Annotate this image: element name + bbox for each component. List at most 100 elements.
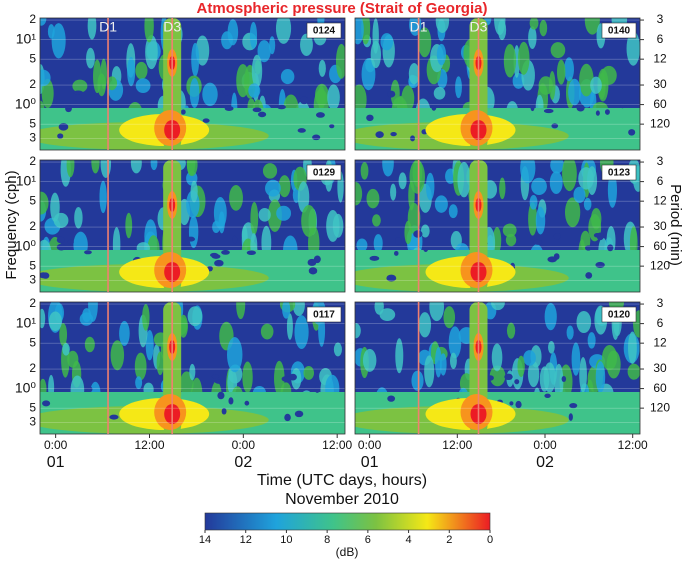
texture — [380, 33, 394, 51]
spectrogram — [40, 160, 345, 292]
texture — [361, 58, 376, 91]
y-tick-label: 3 — [29, 273, 36, 287]
texture — [187, 306, 203, 327]
spectrogram — [40, 18, 345, 150]
texture — [576, 310, 592, 334]
hole — [294, 410, 304, 418]
texture — [626, 31, 640, 66]
texture — [583, 197, 592, 211]
hole — [628, 129, 636, 136]
texture — [130, 160, 142, 174]
hole — [211, 374, 220, 379]
texture — [213, 197, 227, 229]
texture — [74, 207, 83, 229]
hole — [222, 87, 232, 96]
frame — [39, 17, 346, 151]
texture — [571, 342, 581, 376]
texture — [584, 18, 600, 35]
x-tick-label: 12:00 — [442, 438, 472, 452]
event-label: D3 — [163, 19, 181, 35]
hole — [56, 100, 64, 107]
texture — [278, 175, 291, 198]
texture — [556, 59, 566, 85]
texture — [142, 304, 150, 331]
texture — [191, 42, 200, 77]
texture — [591, 207, 602, 230]
texture — [87, 18, 97, 40]
texture — [332, 213, 344, 238]
panel-id-box — [306, 164, 342, 181]
y-tick-label: 10¹ — [16, 314, 37, 330]
hole — [515, 400, 522, 409]
texture — [502, 223, 517, 238]
texture — [360, 162, 369, 180]
hole — [232, 235, 238, 244]
panel-id: 0120 — [608, 310, 631, 321]
hole — [533, 239, 543, 245]
y-tick-label: 3 — [29, 131, 36, 145]
hole — [109, 414, 119, 420]
hole — [569, 403, 578, 409]
hole — [252, 107, 262, 113]
texture — [297, 181, 310, 213]
hole — [87, 386, 93, 393]
texture — [601, 344, 618, 371]
texture — [189, 363, 196, 381]
y2-tick-label: 3 — [657, 12, 664, 26]
y-tick-label: 5 — [29, 400, 36, 414]
texture — [439, 353, 447, 376]
y-tick-label: 10⁰ — [15, 95, 37, 111]
colorbar-tick-label: 14 — [199, 534, 211, 546]
hole — [40, 272, 48, 279]
hole — [551, 123, 559, 129]
spectrogram — [355, 160, 640, 292]
colorbar-tick-label: 10 — [280, 534, 292, 546]
texture — [72, 79, 88, 93]
hole — [387, 395, 396, 402]
texture — [355, 84, 367, 115]
texture — [294, 315, 309, 350]
colorbar-tick-label: 2 — [446, 534, 452, 546]
texture — [100, 160, 112, 178]
texture — [523, 350, 536, 366]
hole — [56, 243, 66, 251]
texture — [265, 179, 281, 197]
texture — [315, 83, 329, 107]
texture — [257, 40, 271, 63]
texture — [562, 160, 577, 192]
hole — [300, 96, 309, 105]
y-tick-label: 5 — [29, 193, 36, 207]
texture — [145, 34, 158, 70]
texture — [424, 355, 435, 388]
texture — [84, 336, 95, 353]
texture — [40, 308, 46, 329]
hole — [84, 250, 92, 255]
texture — [292, 302, 305, 317]
hole — [224, 106, 234, 112]
texture — [420, 224, 430, 238]
hole — [56, 236, 65, 244]
texture — [607, 172, 618, 208]
texture — [448, 204, 458, 219]
texture — [528, 26, 537, 49]
colorbar-tick-label: 0 — [487, 534, 493, 546]
texture — [544, 302, 557, 331]
hole — [246, 250, 256, 256]
hole — [390, 132, 397, 137]
hole — [312, 134, 321, 141]
panel-id: 0117 — [313, 310, 335, 321]
panel-id-box — [601, 164, 637, 181]
texture — [280, 69, 295, 85]
texture — [300, 33, 313, 56]
hole — [596, 232, 605, 241]
colorbar-tick-label: 6 — [365, 534, 371, 546]
texture — [372, 214, 381, 227]
y2-tick-label: 12 — [653, 51, 667, 65]
day-tick-label: 02 — [234, 454, 252, 471]
texture — [434, 195, 448, 213]
y-tick-label: 10⁰ — [15, 379, 37, 395]
texture — [249, 21, 258, 49]
panel-id: 0140 — [608, 26, 631, 37]
y2-tick-label: 6 — [657, 32, 664, 46]
y2-tick-label: 120 — [650, 116, 670, 130]
